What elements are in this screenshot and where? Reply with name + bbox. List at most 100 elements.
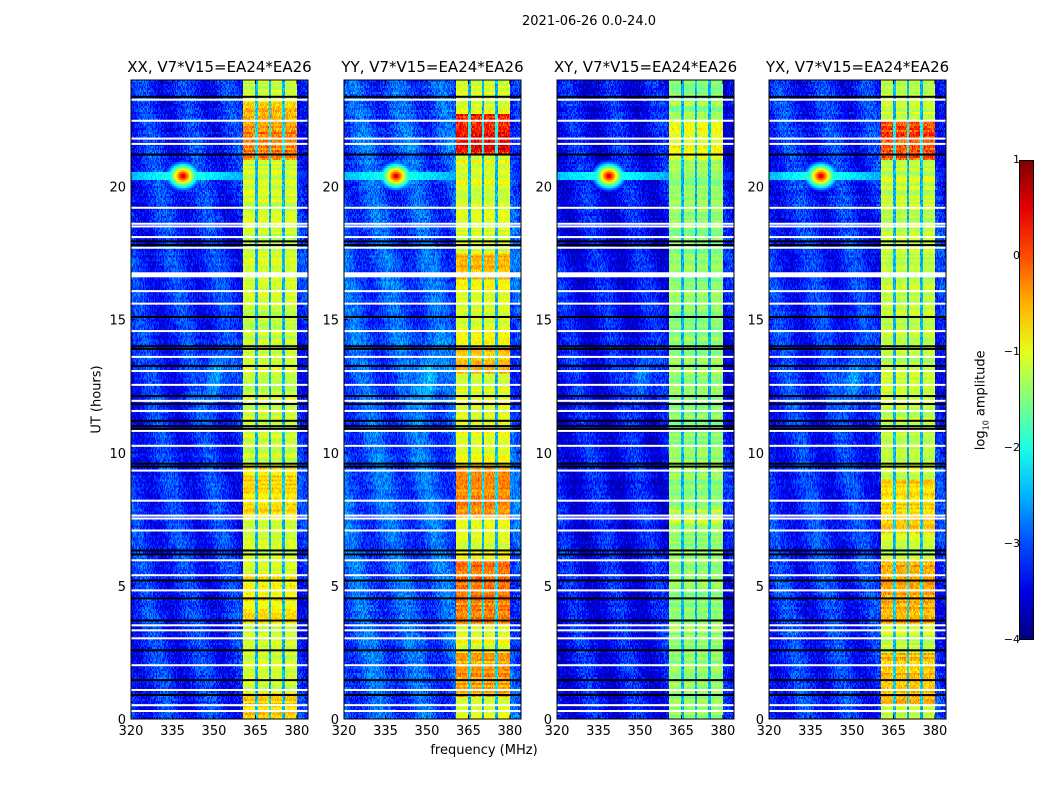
flagged-row-white [769, 137, 946, 140]
flagged-row-white [344, 444, 521, 447]
flagged-row-black [131, 347, 308, 350]
x-tick-label: 365 [456, 724, 481, 739]
x-tick-label: 335 [798, 724, 823, 739]
flagged-row-white [769, 272, 946, 278]
y-axis-label: UT (hours) [89, 365, 105, 434]
flagged-row-black [344, 649, 521, 652]
flagged-row-black [344, 619, 521, 622]
flagged-row-black [557, 549, 734, 552]
flagged-row-black [344, 694, 521, 697]
flagged-row-black [557, 315, 734, 318]
flagged-row-black [769, 694, 946, 697]
flagged-row-white [557, 119, 734, 122]
flagged-row-black [557, 244, 734, 247]
flagged-row-white [557, 688, 734, 691]
colorbar-tick-label: −4 [1003, 633, 1020, 646]
flagged-row-white [769, 444, 946, 447]
x-tick-label: 365 [669, 724, 694, 739]
flagged-row-black [769, 679, 946, 682]
flagged-row-white [344, 637, 521, 640]
flagged-row-white [557, 514, 734, 517]
flagged-row-white [131, 119, 308, 122]
flagged-row-black [769, 403, 946, 406]
colorbar-tick-label: −3 [1003, 537, 1020, 550]
flagged-row-white [344, 119, 521, 122]
flagged-row-white [131, 559, 308, 562]
flagged-row-black [769, 395, 946, 398]
y-tick-label: 10 [109, 447, 126, 462]
flagged-row-white [344, 429, 521, 432]
x-tick-label: 380 [285, 724, 310, 739]
flagged-row-white [131, 236, 308, 239]
flagged-row-white [769, 688, 946, 691]
flagged-row-black [769, 244, 946, 247]
flagged-row-black [557, 694, 734, 697]
flagged-row-black [131, 244, 308, 247]
flagged-row-black [557, 403, 734, 406]
flagged-row-white [131, 688, 308, 691]
flagged-row-white [131, 370, 308, 373]
flagged-row-white [344, 246, 521, 249]
flagged-row-white [769, 355, 946, 358]
flagged-row-white [131, 664, 308, 667]
flagged-row-black [344, 679, 521, 682]
flagged-row-white [557, 710, 734, 713]
flagged-row-white [557, 529, 734, 532]
flagged-row-white [131, 355, 308, 358]
y-tick-label: 5 [756, 580, 764, 595]
axes-overlay: 320 335 350 365 380 0 5 10 15 20 [109, 79, 309, 739]
flagged-row-black [557, 462, 734, 465]
flagged-row-white [769, 206, 946, 209]
flagged-row-black [344, 395, 521, 398]
flagged-row-white [131, 637, 308, 640]
flagged-row-black [769, 549, 946, 552]
flagged-row-black [557, 240, 734, 243]
x-tick-label: 320 [757, 724, 782, 739]
flagged-row-white [344, 98, 521, 101]
flagged-row-black [769, 597, 946, 600]
flagged-row-white [131, 710, 308, 713]
flagged-row-black [344, 315, 521, 318]
flagged-row-white [769, 629, 946, 632]
flagged-row-black [557, 153, 734, 156]
flagged-row-white [769, 637, 946, 640]
flagged-row-black [131, 427, 308, 430]
flagged-row-white [557, 98, 734, 101]
flagged-row-black [557, 395, 734, 398]
y-tick-label: 10 [322, 447, 339, 462]
panel-title: YX, V7*V15=EA24*EA26 [765, 58, 950, 76]
heatmap-image [769, 80, 946, 719]
flagged-row-white [557, 559, 734, 562]
flagged-row-white [131, 137, 308, 140]
flagged-row-white [344, 399, 521, 402]
flagged-row-white [344, 383, 521, 386]
panel-title: YY, V7*V15=EA24*EA26 [341, 58, 524, 76]
flagged-row-black [344, 403, 521, 406]
flagged-row-white [557, 589, 734, 592]
flagged-row-black [131, 597, 308, 600]
flagged-row-white [557, 624, 734, 627]
axes-frame [130, 79, 309, 720]
flagged-row-white [344, 589, 521, 592]
axes-frame [556, 79, 735, 720]
flagged-row-white [769, 624, 946, 627]
flagged-row-black [344, 553, 521, 556]
panel-title: XX, V7*V15=EA24*EA26 [127, 58, 312, 76]
y-tick-label: 0 [756, 713, 764, 728]
y-tick-label: 5 [331, 580, 339, 595]
flagged-row-white [769, 529, 946, 532]
flagged-row-black [557, 579, 734, 582]
panel-title: XY, V7*V15=EA24*EA26 [553, 58, 738, 76]
y-tick-label: 20 [109, 181, 126, 196]
flagged-row-white [769, 370, 946, 373]
flagged-row-white [344, 664, 521, 667]
flagged-row-white [769, 710, 946, 713]
flagged-row-white [769, 559, 946, 562]
flagged-row-black [769, 95, 946, 98]
x-tick-label: 365 [881, 724, 906, 739]
flagged-row-black [344, 345, 521, 348]
flagged-row-black [131, 425, 308, 428]
flagged-row-white [769, 517, 946, 520]
flagged-row-white [769, 302, 946, 305]
flagged-row-white [131, 629, 308, 632]
